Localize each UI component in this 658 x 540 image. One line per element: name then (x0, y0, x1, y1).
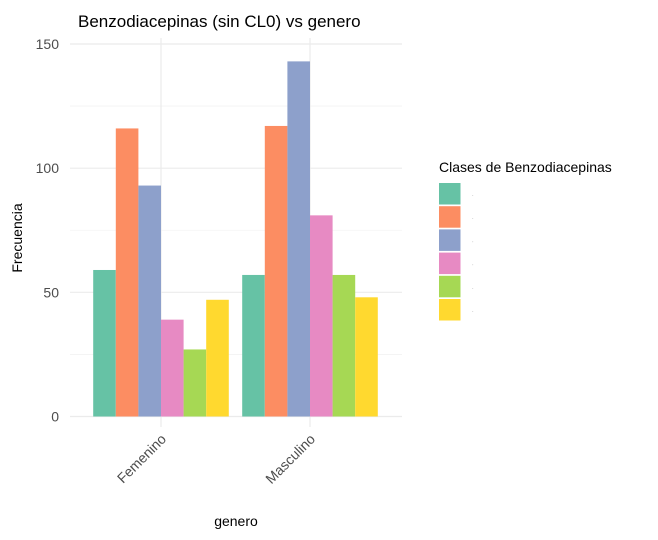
bar (242, 274, 265, 417)
x-axis-title: genero (214, 513, 258, 529)
y-tick-label: 150 (36, 36, 60, 52)
legend-label: · (472, 263, 474, 269)
legend-label: · (472, 193, 474, 199)
legend-title: Clases de Benzodiacepinas (439, 159, 612, 175)
bars (93, 61, 378, 417)
bar (332, 274, 356, 417)
bar (115, 128, 139, 417)
bar (310, 215, 333, 417)
bar (161, 319, 184, 417)
legend-key (439, 299, 461, 321)
legend-label: · (472, 216, 474, 222)
legend: Clases de Benzodiacepinas · · · · · · (439, 159, 612, 321)
bar (355, 297, 378, 417)
chart-title: Benzodiacepinas (sin CL0) vs genero (78, 12, 361, 31)
bar (206, 299, 229, 417)
legend-label: · (472, 286, 474, 292)
y-tick-label: 50 (43, 284, 59, 300)
bar (93, 269, 116, 417)
legend-label: · (472, 239, 474, 245)
legend-key (439, 206, 461, 228)
bar (183, 349, 207, 417)
bar (138, 185, 161, 417)
y-tick-label: 0 (51, 409, 59, 425)
legend-key (439, 229, 461, 251)
bar (264, 125, 288, 417)
x-tick-label: Masculino (262, 431, 318, 487)
legend-label: · (472, 309, 474, 315)
legend-key (439, 275, 461, 298)
y-axis-title: Frecuencia (9, 203, 25, 272)
legend-key (439, 183, 461, 205)
bar (287, 61, 310, 417)
legend-key (439, 252, 461, 275)
y-tick-label: 100 (36, 160, 60, 176)
x-tick-label: Femenino (114, 431, 169, 486)
